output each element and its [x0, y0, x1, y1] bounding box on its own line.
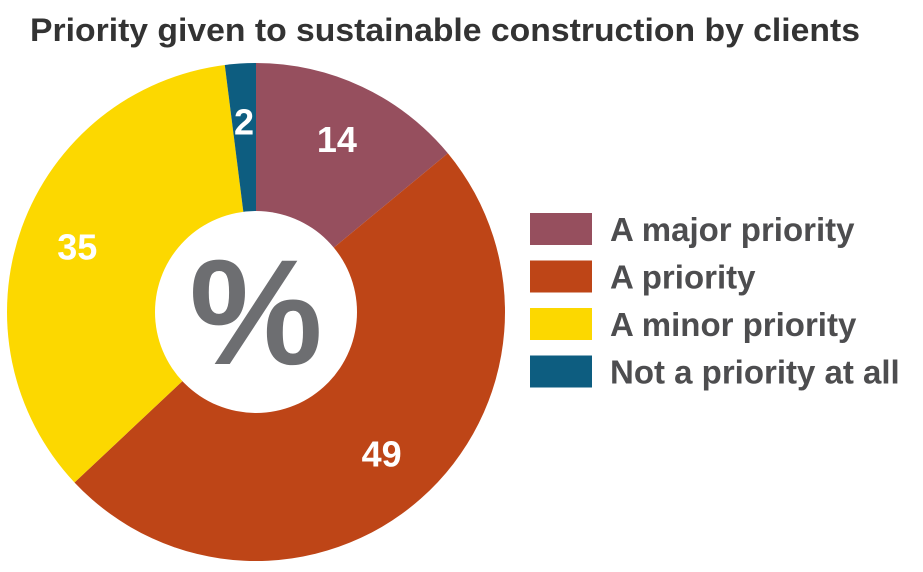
legend-label: A major priority	[610, 211, 855, 248]
donut-hole	[155, 211, 357, 413]
legend-label: A priority	[610, 259, 756, 296]
legend-label: Not a priority at all	[610, 354, 900, 391]
legend: A major priority A priority A minor priori…	[530, 211, 900, 391]
data-label: 2	[234, 101, 254, 142]
legend-swatch	[530, 260, 592, 293]
legend-label: A minor priority	[610, 306, 857, 343]
center-percent-label: %	[189, 228, 322, 396]
data-label: 49	[362, 434, 402, 475]
legend-swatch	[530, 213, 592, 245]
legend-swatch	[530, 355, 592, 388]
legend-swatch	[530, 308, 592, 340]
data-label: 35	[57, 227, 97, 268]
data-label: 14	[317, 119, 357, 160]
slice-a-minor-priority	[6, 64, 257, 483]
chart-title: Priority given to sustainable constructi…	[30, 12, 860, 48]
data-labels: 14 49 35 2	[57, 101, 401, 474]
